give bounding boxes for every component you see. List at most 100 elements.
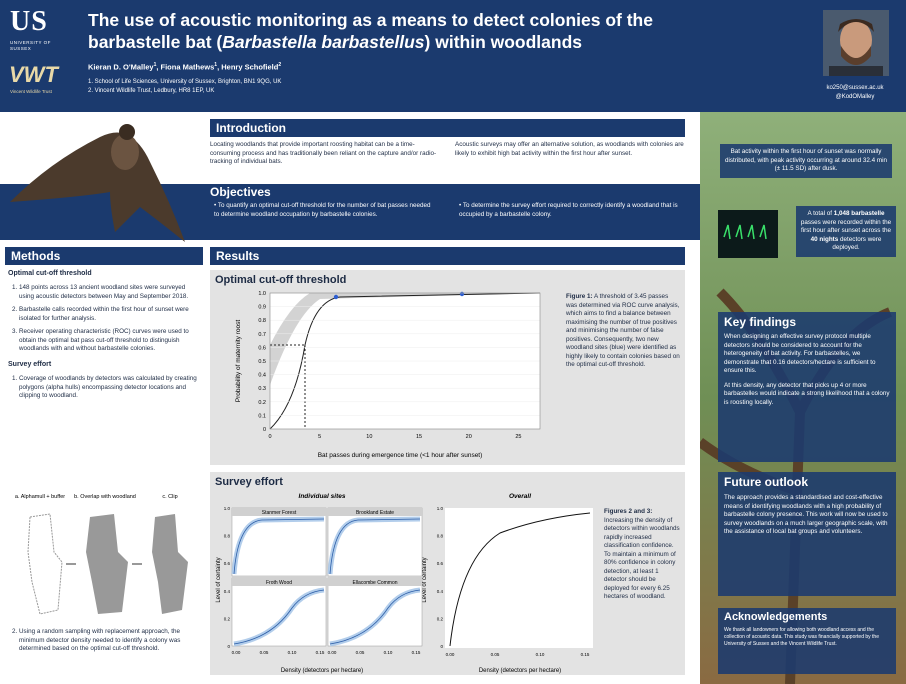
authors: Kieran D. O'Malley1, Fiona Mathews1, Hen… xyxy=(88,62,281,72)
y-tick-label: 0.6 xyxy=(437,561,444,566)
shape-label: a. Alphamull + buffer xyxy=(15,494,65,500)
stat-bold: 40 nights xyxy=(811,236,839,243)
logo-us: US xyxy=(10,6,48,38)
caption-label: Figures 2 and 3: xyxy=(604,508,652,515)
y-tick-label: 0.2 xyxy=(224,616,231,621)
objective: • To quantify an optimal cut-off thresho… xyxy=(214,202,434,219)
shape-c xyxy=(152,514,188,614)
shirt xyxy=(829,66,883,76)
methods-body: Optimal cut-off threshold 148 points acr… xyxy=(8,269,200,406)
affiliation: 2. Vincent Wildlife Trust, Ledbury, HR8 … xyxy=(88,87,281,96)
facet-label: Froth Wood xyxy=(266,580,292,586)
title-species: Barbastella barbastellus xyxy=(222,32,424,52)
y-tick-label: 0.2 xyxy=(437,616,444,621)
x-tick-label: 0.10 xyxy=(384,650,393,655)
objective-text: To quantify an optimal cut-off threshold… xyxy=(214,202,431,218)
profile-photo xyxy=(823,10,889,76)
method-list: Coverage of woodlands by detectors was c… xyxy=(8,375,200,401)
x-tick-label: 0 xyxy=(268,434,271,440)
y-tick-label: 0.5 xyxy=(258,359,266,365)
x-axis-label: Density (detectors per hectare) xyxy=(281,668,363,674)
sidebar-text: The approach provides a standardised and… xyxy=(724,494,890,537)
y-tick-label: 0.1 xyxy=(258,413,266,419)
new-site xyxy=(334,295,338,299)
y-tick-label: 0.4 xyxy=(258,373,266,379)
objective: • To determine the survey effort require… xyxy=(459,202,679,219)
page: Poster html, body { margin: 0; padding: … xyxy=(0,0,906,684)
y-tick-label: 1.0 xyxy=(258,291,266,297)
method-item: Barbastelle calls recorded within the fi… xyxy=(19,306,200,323)
x-tick-label: 0.00 xyxy=(232,650,241,655)
y-tick-label: 0.9 xyxy=(258,305,266,311)
title: The use of acoustic monitoring as a mean… xyxy=(88,9,748,54)
figure-caption: Figures 2 and 3: Increasing the density … xyxy=(604,508,680,602)
subplot-title: Overall xyxy=(509,493,531,500)
figure-2-3: Individual sites Overall Density (detect… xyxy=(210,488,600,675)
y-tick-label: 1.0 xyxy=(224,506,231,511)
author: Fiona Mathews xyxy=(161,63,215,72)
x-tick-label: 0.10 xyxy=(288,650,297,655)
key-findings: Key findings When designing an effective… xyxy=(718,312,896,462)
stat-text: passes were recorded within the first ho… xyxy=(801,219,891,235)
future-outlook: Future outlook The approach provides a s… xyxy=(718,472,896,596)
sidebar-heading: Acknowledgements xyxy=(724,611,890,623)
bat-image xyxy=(0,112,210,252)
method-list: 148 points across 13 ancient woodland si… xyxy=(8,284,200,354)
acknowledgements: Acknowledgements We thank all landowners… xyxy=(718,608,896,674)
x-tick-label: 10 xyxy=(366,434,372,440)
x-tick-label: 0.10 xyxy=(536,652,545,657)
section-heading: Objectives xyxy=(210,185,271,199)
y-tick-label: 0.7 xyxy=(258,332,266,338)
method-item: 148 points across 13 ancient woodland si… xyxy=(19,284,200,301)
sidebar-text: When designing an effective survey proto… xyxy=(724,333,890,376)
shape-label: b. Overlap with woodland xyxy=(74,494,136,500)
sidebar-heading: Key findings xyxy=(724,315,890,329)
facet-label: Brookland Estate xyxy=(356,510,394,516)
sidebar-text: At this density, any detector that picks… xyxy=(724,382,890,408)
figure-1: Bat passes during emergence time (<1 hou… xyxy=(210,285,560,465)
section-heading: Introduction xyxy=(210,119,685,137)
affiliations: 1. School of Life Sciences, University o… xyxy=(88,78,281,96)
email: ko250@sussex.ac.uk xyxy=(808,84,902,93)
shape-label: c. Clip xyxy=(162,494,177,500)
facet-label: Stanmer Forest xyxy=(262,510,297,516)
plot-area xyxy=(445,508,593,648)
y-axis-label: Probability of maternity roost xyxy=(235,320,242,403)
y-tick-label: 0.6 xyxy=(258,345,266,351)
figure-caption: Figure 1: A threshold of 3.45 passes was… xyxy=(566,293,680,370)
caption-text: Increasing the density of detectors with… xyxy=(604,517,680,601)
subheading: Optimal cut-off threshold xyxy=(8,269,200,278)
caption-text: A threshold of 3.45 passes was determine… xyxy=(566,293,680,368)
method-item: Receiver operating characteristic (ROC) … xyxy=(19,328,200,354)
y-tick-label: 0.4 xyxy=(437,589,444,594)
facet xyxy=(328,578,422,646)
stat-text: A total of xyxy=(807,210,833,217)
objective-text: To determine the survey effort required … xyxy=(459,202,678,218)
bat-head xyxy=(119,124,135,140)
y-tick-label: 0.3 xyxy=(258,386,266,392)
x-tick-label: 5 xyxy=(318,434,321,440)
x-axis-label: Bat passes during emergence time (<1 hou… xyxy=(318,452,483,459)
author-affiliation: 2 xyxy=(278,62,281,68)
method-item: Coverage of woodlands by detectors was c… xyxy=(19,375,200,401)
contact: ko250@sussex.ac.uk @KodOMalley xyxy=(808,84,902,101)
x-tick-label: 15 xyxy=(416,434,422,440)
stat-box: Bat activity within the first hour of su… xyxy=(720,144,892,178)
y-tick-label: 0.8 xyxy=(437,534,444,539)
logo-us-sub: UNIVERSITY OF SUSSEX xyxy=(10,40,60,52)
x-tick-label: 20 xyxy=(466,434,472,440)
stat-bold: 1,048 barbastelle xyxy=(834,210,885,217)
y-tick-label: 0.2 xyxy=(258,400,266,406)
logo-vwt: VWT xyxy=(9,62,58,88)
y-tick-label: 0.8 xyxy=(224,534,231,539)
x-tick-label: 0.00 xyxy=(446,652,455,657)
x-tick-label: 0.05 xyxy=(260,650,269,655)
poster: { "header": { "logo_us": "US", "logo_us_… xyxy=(0,0,906,684)
woodland-shapes: a. Alphamull + buffer b. Overlap with wo… xyxy=(10,492,200,622)
subplot-title: Individual sites xyxy=(299,493,346,500)
caption-label: Figure 1: xyxy=(566,293,593,300)
method-item: Using a random sampling with replacement… xyxy=(19,628,200,654)
y-axis-label: Level of certainty xyxy=(422,557,428,602)
x-tick-label: 0.15 xyxy=(412,650,421,655)
y-tick-label: 0 xyxy=(263,427,266,433)
